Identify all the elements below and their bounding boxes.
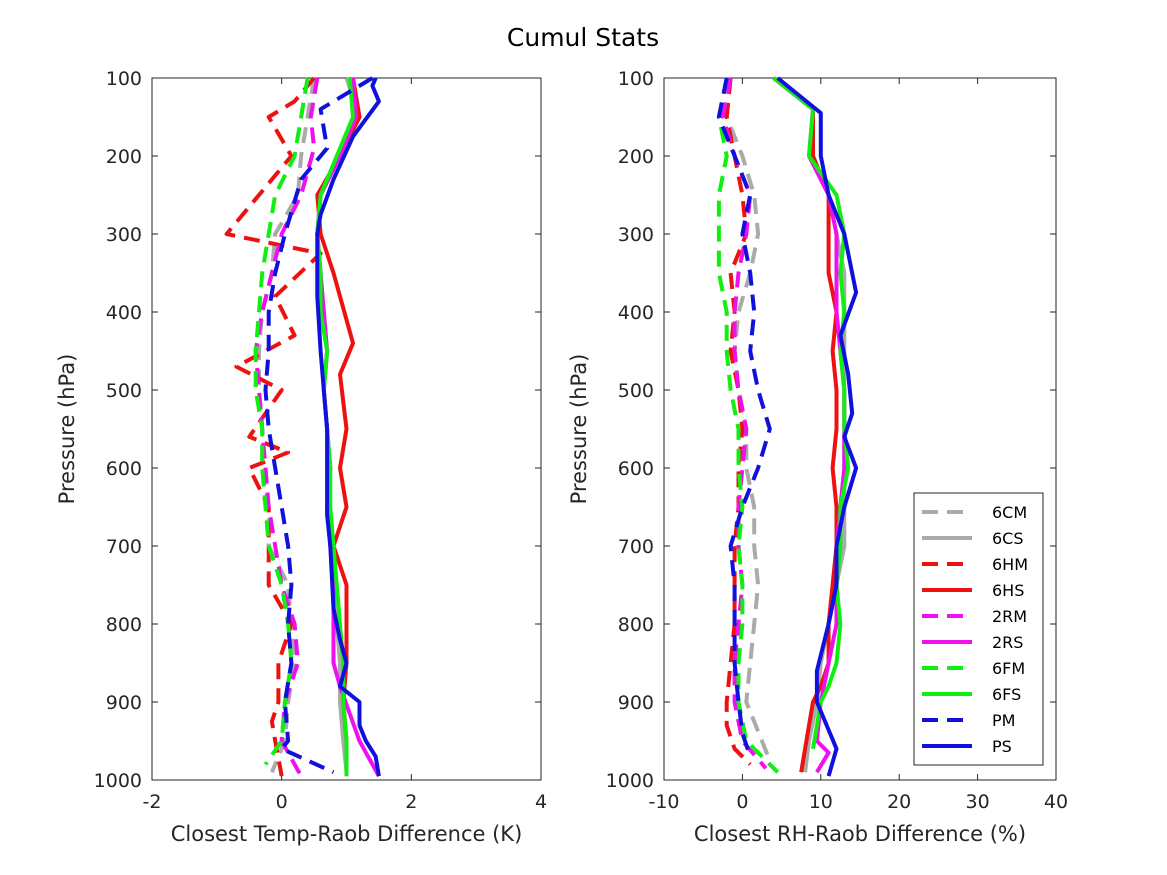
temp-ytick-label: 1000 xyxy=(94,770,142,792)
rh-series-ps xyxy=(776,76,859,777)
rh-ytick-label: 900 xyxy=(618,692,654,714)
legend: 6CM 6CS 6HM 6HS 2RM 2RS 6FM 6FS PM PS xyxy=(913,492,1044,766)
temp-ytick-label: 600 xyxy=(106,458,142,480)
temp-ytick-label: 800 xyxy=(106,614,142,636)
rh-xtick-label: 20 xyxy=(887,791,911,813)
temp-panel: -2 0 2 4 100 200 300 400 500 600 700 800 900 1000 Clos… xyxy=(55,68,547,846)
temp-ytick-label: 300 xyxy=(106,224,142,246)
rh-series-6fs xyxy=(772,76,851,750)
rh-panel: -10 0 10 20 30 40 100 200 300 400 500 600 700 800 900 1… xyxy=(567,68,1068,846)
legend-label-pm: PM xyxy=(992,711,1015,730)
temp-xtick-label: 0 xyxy=(276,791,288,813)
temp-ytick-label: 200 xyxy=(106,146,142,168)
temp-ytick-label: 900 xyxy=(106,692,142,714)
temp-series-6fm xyxy=(253,77,310,766)
temp-xtick-label: 4 xyxy=(535,791,547,813)
rh-ytick-label: 600 xyxy=(618,458,654,480)
temp-ytick-label: 500 xyxy=(106,380,142,402)
rh-xtick-label: 0 xyxy=(736,791,748,813)
rh-xtick-label: 10 xyxy=(809,791,833,813)
temp-xlabel: Closest Temp-Raob Difference (K) xyxy=(171,822,523,846)
rh-series-6fm xyxy=(716,77,780,774)
legend-label-6hm: 6HM xyxy=(992,555,1028,574)
temp-ytick-label: 700 xyxy=(106,536,142,558)
rh-xtick-label: 40 xyxy=(1044,791,1068,813)
temp-series-pm xyxy=(263,76,374,775)
legend-label-2rs: 2RS xyxy=(992,633,1023,652)
temp-ylabel: Pressure (hPa) xyxy=(55,354,79,505)
temp-series-ps xyxy=(315,77,381,777)
legend-label-6hs: 6HS xyxy=(992,581,1024,600)
temp-ytick-label: 100 xyxy=(106,68,142,90)
temp-ytick-label: 400 xyxy=(106,302,142,324)
temp-xtick-label: -2 xyxy=(143,791,162,813)
figure-title: Cumul Stats xyxy=(507,23,659,52)
legend-label-6cm: 6CM xyxy=(992,503,1027,522)
legend-label-6cs: 6CS xyxy=(992,529,1024,548)
legend-label-6fs: 6FS xyxy=(992,685,1021,704)
rh-series-6hm xyxy=(724,77,752,766)
temp-series-6hm xyxy=(224,76,323,777)
rh-ytick-label: 1000 xyxy=(606,770,654,792)
rh-ytick-label: 800 xyxy=(618,614,654,636)
rh-ytick-label: 500 xyxy=(618,380,654,402)
legend-label-2rm: 2RM xyxy=(992,607,1027,626)
rh-series-pm xyxy=(716,77,772,758)
rh-ytick-label: 300 xyxy=(618,224,654,246)
rh-ytick-label: 100 xyxy=(618,68,654,90)
legend-label-ps: PS xyxy=(992,737,1012,756)
rh-ylabel: Pressure (hPa) xyxy=(567,354,591,505)
legend-label-6fm: 6FM xyxy=(992,659,1025,678)
rh-ytick-label: 200 xyxy=(618,146,654,168)
legend-box xyxy=(913,492,1044,766)
temp-xtick-label: 2 xyxy=(405,791,417,813)
rh-ytick-label: 700 xyxy=(618,536,654,558)
rh-ytick-label: 400 xyxy=(618,302,654,324)
rh-xtick-label: 30 xyxy=(966,791,990,813)
rh-series-2rm xyxy=(720,77,768,770)
rh-xtick-label: -10 xyxy=(648,791,679,813)
rh-xlabel: Closest RH-Raob Difference (%) xyxy=(694,822,1026,846)
